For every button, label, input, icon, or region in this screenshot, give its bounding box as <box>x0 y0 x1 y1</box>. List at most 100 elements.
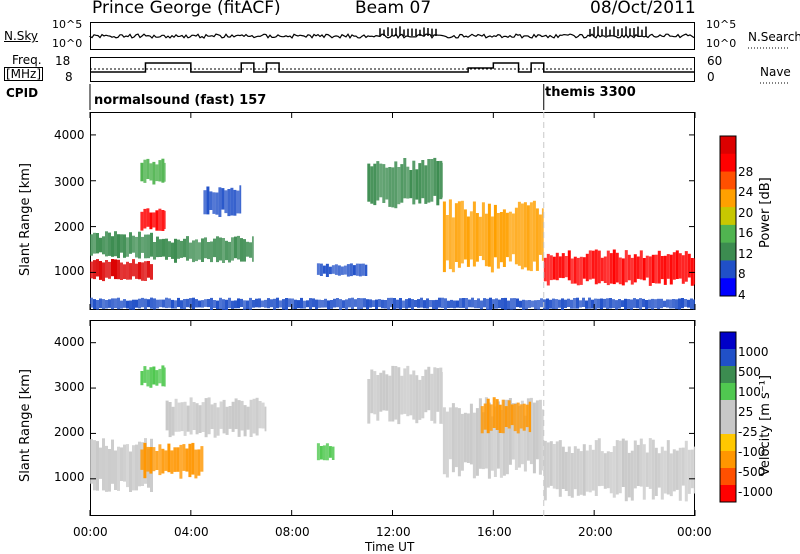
power-cell <box>316 263 320 275</box>
power-cell <box>561 253 565 279</box>
velocity-cell <box>177 402 181 432</box>
power-cb-tick-28: 28 <box>738 165 754 179</box>
power-cell <box>459 298 462 308</box>
power-cell <box>132 299 135 310</box>
power-cell <box>391 167 395 208</box>
power-cell <box>355 263 359 276</box>
power-cell <box>141 262 144 281</box>
velocity-cell <box>138 441 141 487</box>
velocity-cell <box>472 412 476 479</box>
power-cell <box>96 233 99 254</box>
velocity-cell <box>603 453 607 489</box>
velocity-cell <box>486 398 490 434</box>
power-cell <box>144 298 147 310</box>
velocity-colorbar-segment <box>720 417 736 435</box>
power-cell <box>687 299 690 308</box>
velocity-cell <box>633 440 637 489</box>
power-cell <box>375 299 378 310</box>
power-cell <box>417 299 420 308</box>
velocity-cell <box>498 404 502 433</box>
velocity-cell <box>379 372 383 412</box>
power-cell <box>408 298 411 308</box>
velocity-cell <box>234 398 238 430</box>
power-cell <box>546 253 550 286</box>
power-cell <box>633 298 636 308</box>
nave-tick-top: 60 <box>707 54 723 68</box>
velocity-cell <box>200 446 204 472</box>
velocity-cell <box>228 406 232 429</box>
power-cell <box>240 238 243 262</box>
power-cell <box>627 299 630 309</box>
power-cell <box>285 298 288 310</box>
power-cell <box>147 234 150 259</box>
velocity-cell <box>606 451 610 489</box>
power-cell <box>579 300 582 308</box>
power-cell <box>312 298 315 308</box>
power-cell <box>618 299 621 309</box>
power-cell <box>669 299 672 309</box>
power-cell <box>502 209 506 267</box>
power-cell <box>513 298 516 310</box>
power-cell <box>621 300 624 307</box>
velocity-cell <box>546 442 550 488</box>
velocity-cell <box>529 397 533 465</box>
power-cell <box>426 298 429 309</box>
velocity-cell <box>370 369 374 414</box>
power-cell <box>594 249 598 285</box>
velocity-cell <box>597 438 601 487</box>
power-cell <box>675 299 678 310</box>
velocity-cell <box>140 449 144 470</box>
velocity-cell <box>526 398 530 461</box>
velocity-cell <box>483 403 487 430</box>
power-cell <box>636 299 639 309</box>
power-cell <box>567 298 570 307</box>
power-cell <box>537 300 540 310</box>
power-cell <box>378 299 381 308</box>
power-cell <box>150 297 153 309</box>
power-cell <box>370 166 374 204</box>
velocity-cell <box>146 369 150 387</box>
power-cell <box>642 258 646 281</box>
velocity-cell <box>415 375 419 424</box>
power-cell <box>303 300 306 309</box>
power-cell <box>555 252 559 281</box>
power-cell <box>412 160 416 205</box>
velocity-cell <box>400 375 404 415</box>
power-cell <box>93 299 96 310</box>
velocity-colorbar-segment <box>720 468 736 486</box>
velocity-cell <box>570 453 574 498</box>
xtick-2400: 00:00 <box>677 525 712 539</box>
power-cell <box>144 261 147 281</box>
power-cell <box>162 299 165 308</box>
power-cell <box>180 300 183 309</box>
velocity-cell <box>176 447 180 472</box>
power-cell <box>591 250 595 279</box>
power-cell <box>390 297 393 308</box>
velocity-cell <box>651 439 655 500</box>
power-cell <box>328 266 332 275</box>
velocity-region-5 <box>367 365 443 425</box>
power-cell <box>161 210 165 231</box>
velocity-cb-tick-m500: -500 <box>738 465 766 479</box>
power-cell <box>396 299 399 309</box>
power-cell <box>126 300 129 309</box>
power-cell <box>135 236 138 258</box>
power-cell <box>337 265 341 276</box>
power-cell <box>585 300 588 309</box>
power-cell <box>340 266 344 275</box>
power-cell <box>150 264 153 280</box>
power-cell <box>585 253 589 282</box>
velocity-cell <box>495 399 499 430</box>
velocity-ytick-2000: 2000 <box>54 425 85 439</box>
velocity-colorbar-segment <box>720 349 736 367</box>
velocity-cell <box>373 371 377 415</box>
power-cell <box>210 241 213 263</box>
power-cell <box>528 300 531 308</box>
power-cell <box>573 298 576 309</box>
power-ytick-1000: 1000 <box>54 264 85 278</box>
velocity-cell <box>182 444 186 471</box>
power-cell <box>597 298 600 309</box>
power-cell <box>517 201 521 266</box>
power-cell <box>385 167 389 200</box>
power-cell <box>433 157 437 196</box>
